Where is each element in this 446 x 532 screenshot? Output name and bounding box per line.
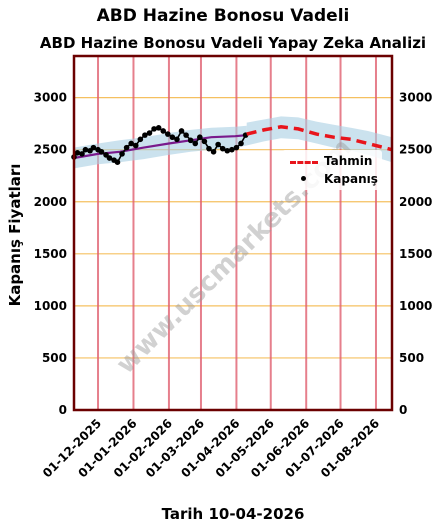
series-layer [71,125,393,165]
history-band [74,125,247,169]
close-point [187,137,194,144]
chart-title: ABD Hazine Bonosu Vadeli Yapay Zeka Anal… [39,34,427,52]
y-tick-label-left: 2000 [34,195,67,209]
close-point [174,136,180,143]
close-point [128,140,134,147]
legend-close-label: Kapanış [324,172,378,186]
y-tick-label-right: 500 [399,351,424,365]
plot-frame [72,54,394,412]
y-tick-label-right: 2000 [399,195,432,209]
close-point [146,130,153,136]
close-point [219,145,226,152]
close-point [215,141,221,148]
close-point [206,145,212,152]
y-tick-label-left: 3000 [34,91,67,105]
close-point [201,138,208,145]
y-tick-label-left: 2500 [34,143,67,157]
close-point [132,142,139,149]
close-point [169,134,176,141]
y-tick-label-left: 500 [42,351,67,365]
close-point [233,144,240,151]
close-point [238,140,244,147]
close-point [79,151,85,157]
y-tick-label-left: 0 [59,403,67,417]
close-point [137,136,144,143]
y-tick-label-left: 1500 [34,247,67,261]
close-point [123,144,130,151]
legend-item-forecast: Tahmin [282,153,382,169]
close-point [151,126,157,132]
legend-close-swatch [301,176,306,181]
legend-forecast-label: Tahmin [324,154,373,168]
close-point [192,140,199,147]
y-tick-label-right: 0 [399,403,407,417]
y-axis-label: Kapanış Fiyatları [6,164,24,307]
figure-title: ABD Hazine Bonosu Vadeli [96,6,350,26]
legend: Tahmin Kapanış [282,150,382,190]
y-tick-label-right: 1500 [399,247,432,261]
legend-item-close: Kapanış [282,171,382,187]
close-point [90,144,97,151]
close-point [106,155,113,161]
y-tick-label-right: 1000 [399,299,432,313]
legend-forecast-swatch [290,161,318,164]
y-tick-label-left: 1000 [34,299,67,313]
y-tick-label-right: 3000 [399,91,432,105]
close-point [164,131,171,137]
close-point [74,150,81,156]
close-point [119,151,125,157]
close-point [114,159,121,165]
close-point [183,132,189,138]
close-point [98,148,105,155]
date-footer: Tarih 10-04-2026 [161,505,305,523]
close-point [178,128,185,134]
series-line-forecast [246,125,393,152]
close-point [142,132,148,138]
close-point [160,128,167,134]
close-point [224,147,231,154]
close-point [229,146,235,153]
y-tick-label-right: 2500 [399,143,432,157]
close-point [82,146,89,153]
close-point [197,134,203,141]
close-point [210,148,217,155]
close-point [155,125,162,131]
